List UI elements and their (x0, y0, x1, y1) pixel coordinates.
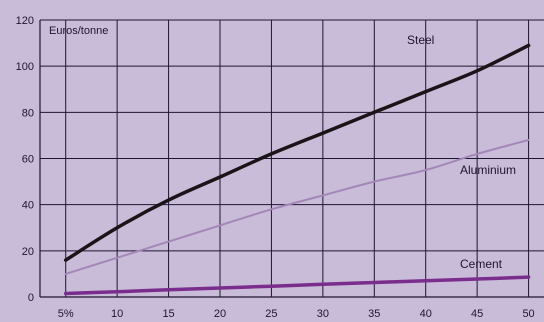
series-line-steel (63, 43, 531, 262)
x-tick-label: 10 (111, 308, 123, 320)
series-layer (63, 43, 531, 296)
x-tick-label: 30 (317, 308, 329, 320)
y-axis-label: Euros/tonne (49, 25, 108, 37)
x-tick-label: 5% (58, 308, 74, 320)
series-label-cement: Cement (460, 257, 503, 271)
series-line-aluminium (64, 139, 530, 275)
grid (39, 19, 544, 298)
x-tick-label: 20 (214, 308, 226, 320)
x-tick-label: 50 (522, 308, 534, 320)
y-tick-label: 0 (28, 292, 34, 304)
x-tick-label: 40 (420, 308, 432, 320)
series-label-aluminium: Aluminium (460, 163, 516, 177)
y-tick-label: 120 (16, 15, 34, 27)
x-tick-label: 15 (162, 308, 174, 320)
x-tick-label: 45 (471, 308, 483, 320)
y-tick-label: 80 (22, 107, 34, 119)
labels: 0 20 40 60 80 100 120 5% 10 15 20 25 30 35 40 45 50 Euros… (16, 15, 535, 320)
y-tick-label: 20 (22, 246, 34, 258)
y-tick-label: 40 (22, 200, 34, 212)
y-tick-label: 100 (16, 61, 34, 73)
x-tick-label: 35 (368, 308, 380, 320)
x-tick-label: 25 (265, 308, 277, 320)
series-label-steel: Steel (407, 33, 434, 47)
series-line-cement (63, 275, 531, 296)
y-tick-label: 60 (22, 154, 34, 166)
